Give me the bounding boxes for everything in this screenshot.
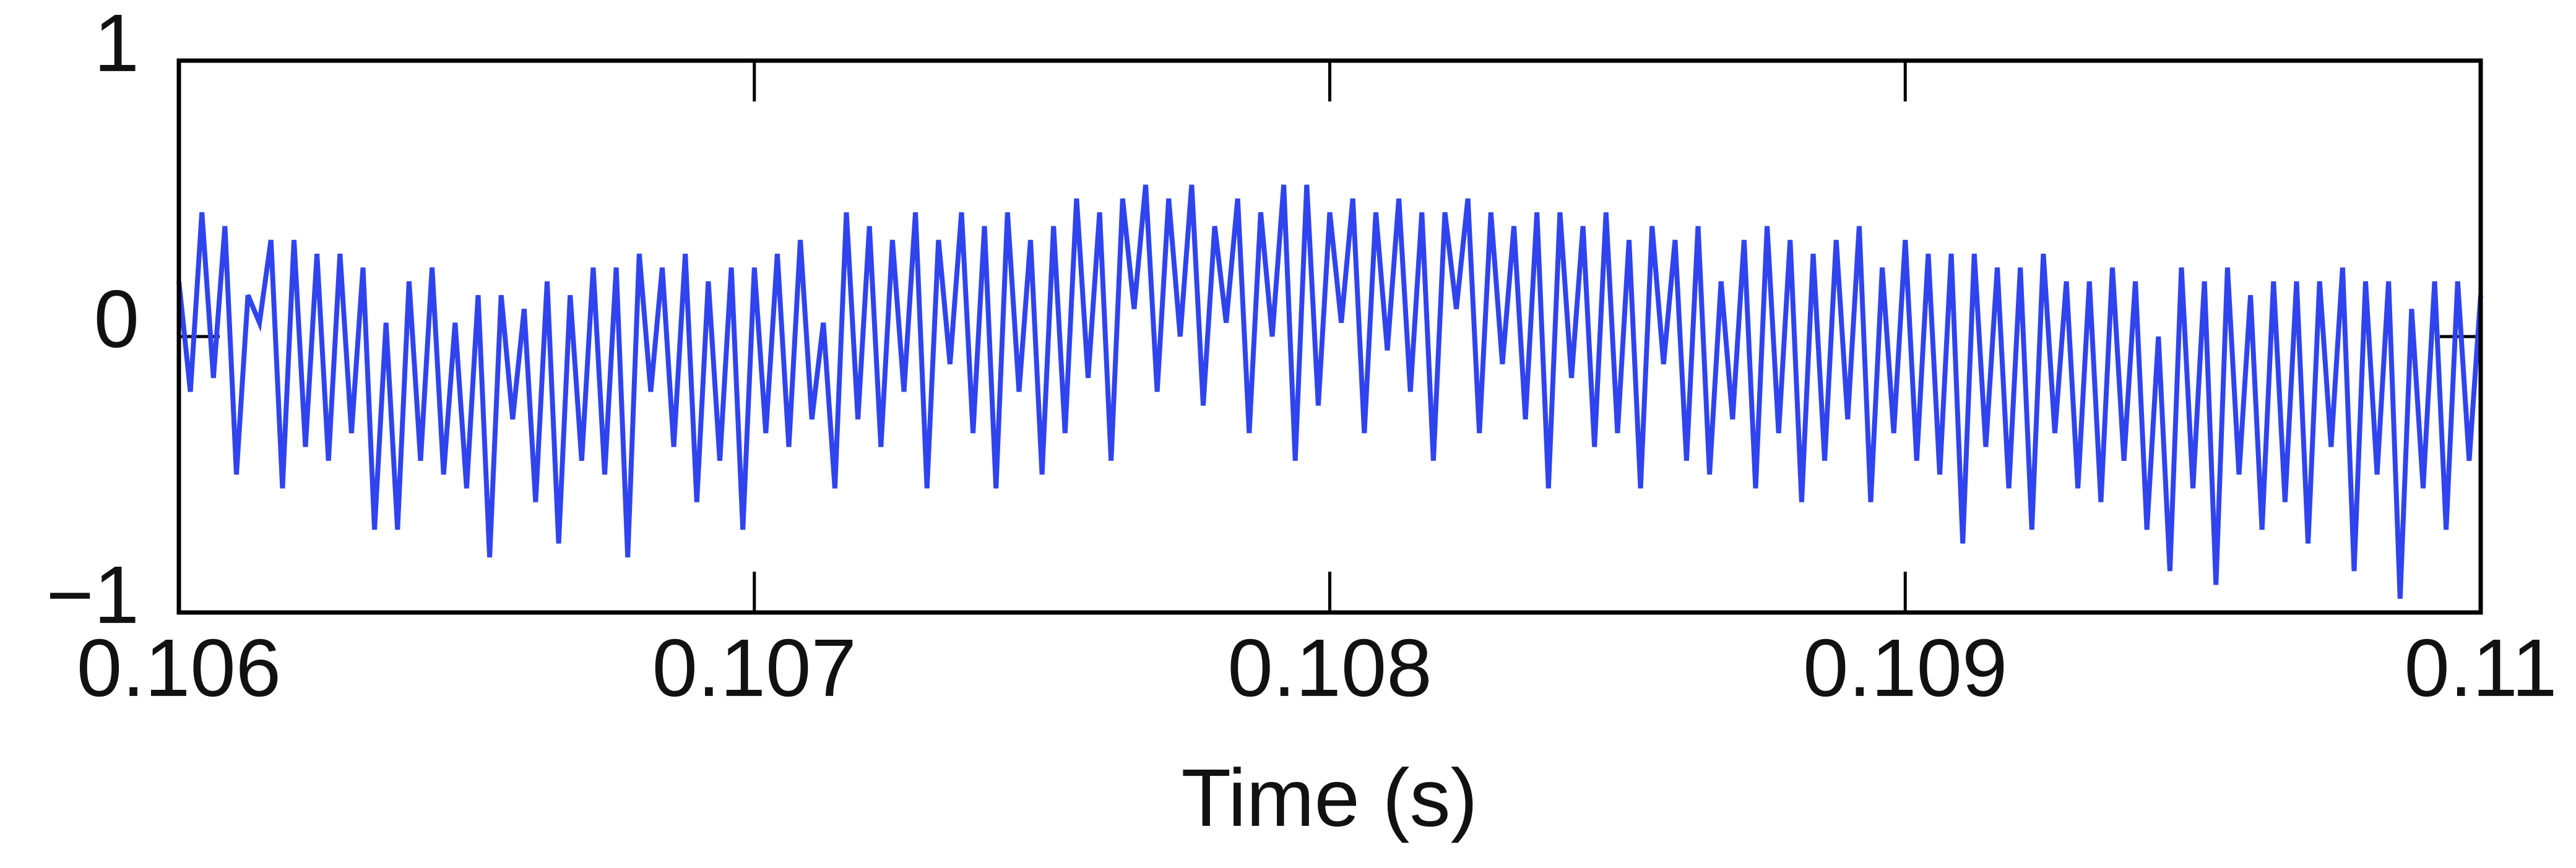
plot-frame: [176, 58, 2483, 615]
y-tick-label: −1: [46, 549, 140, 640]
x-tick-label: 0.107: [652, 622, 857, 713]
x-tick-label: 0.108: [1227, 622, 1432, 713]
x-tick-label: 0.11: [2404, 622, 2557, 713]
x-tick-label: 0.109: [1803, 622, 2007, 713]
y-tick-label: 1: [94, 0, 139, 88]
y-tick-label: 0: [94, 273, 139, 364]
signal-line: [176, 184, 2483, 599]
x-axis-label: Time (s): [1181, 752, 1477, 843]
x-tick-label: 0.106: [77, 622, 281, 713]
